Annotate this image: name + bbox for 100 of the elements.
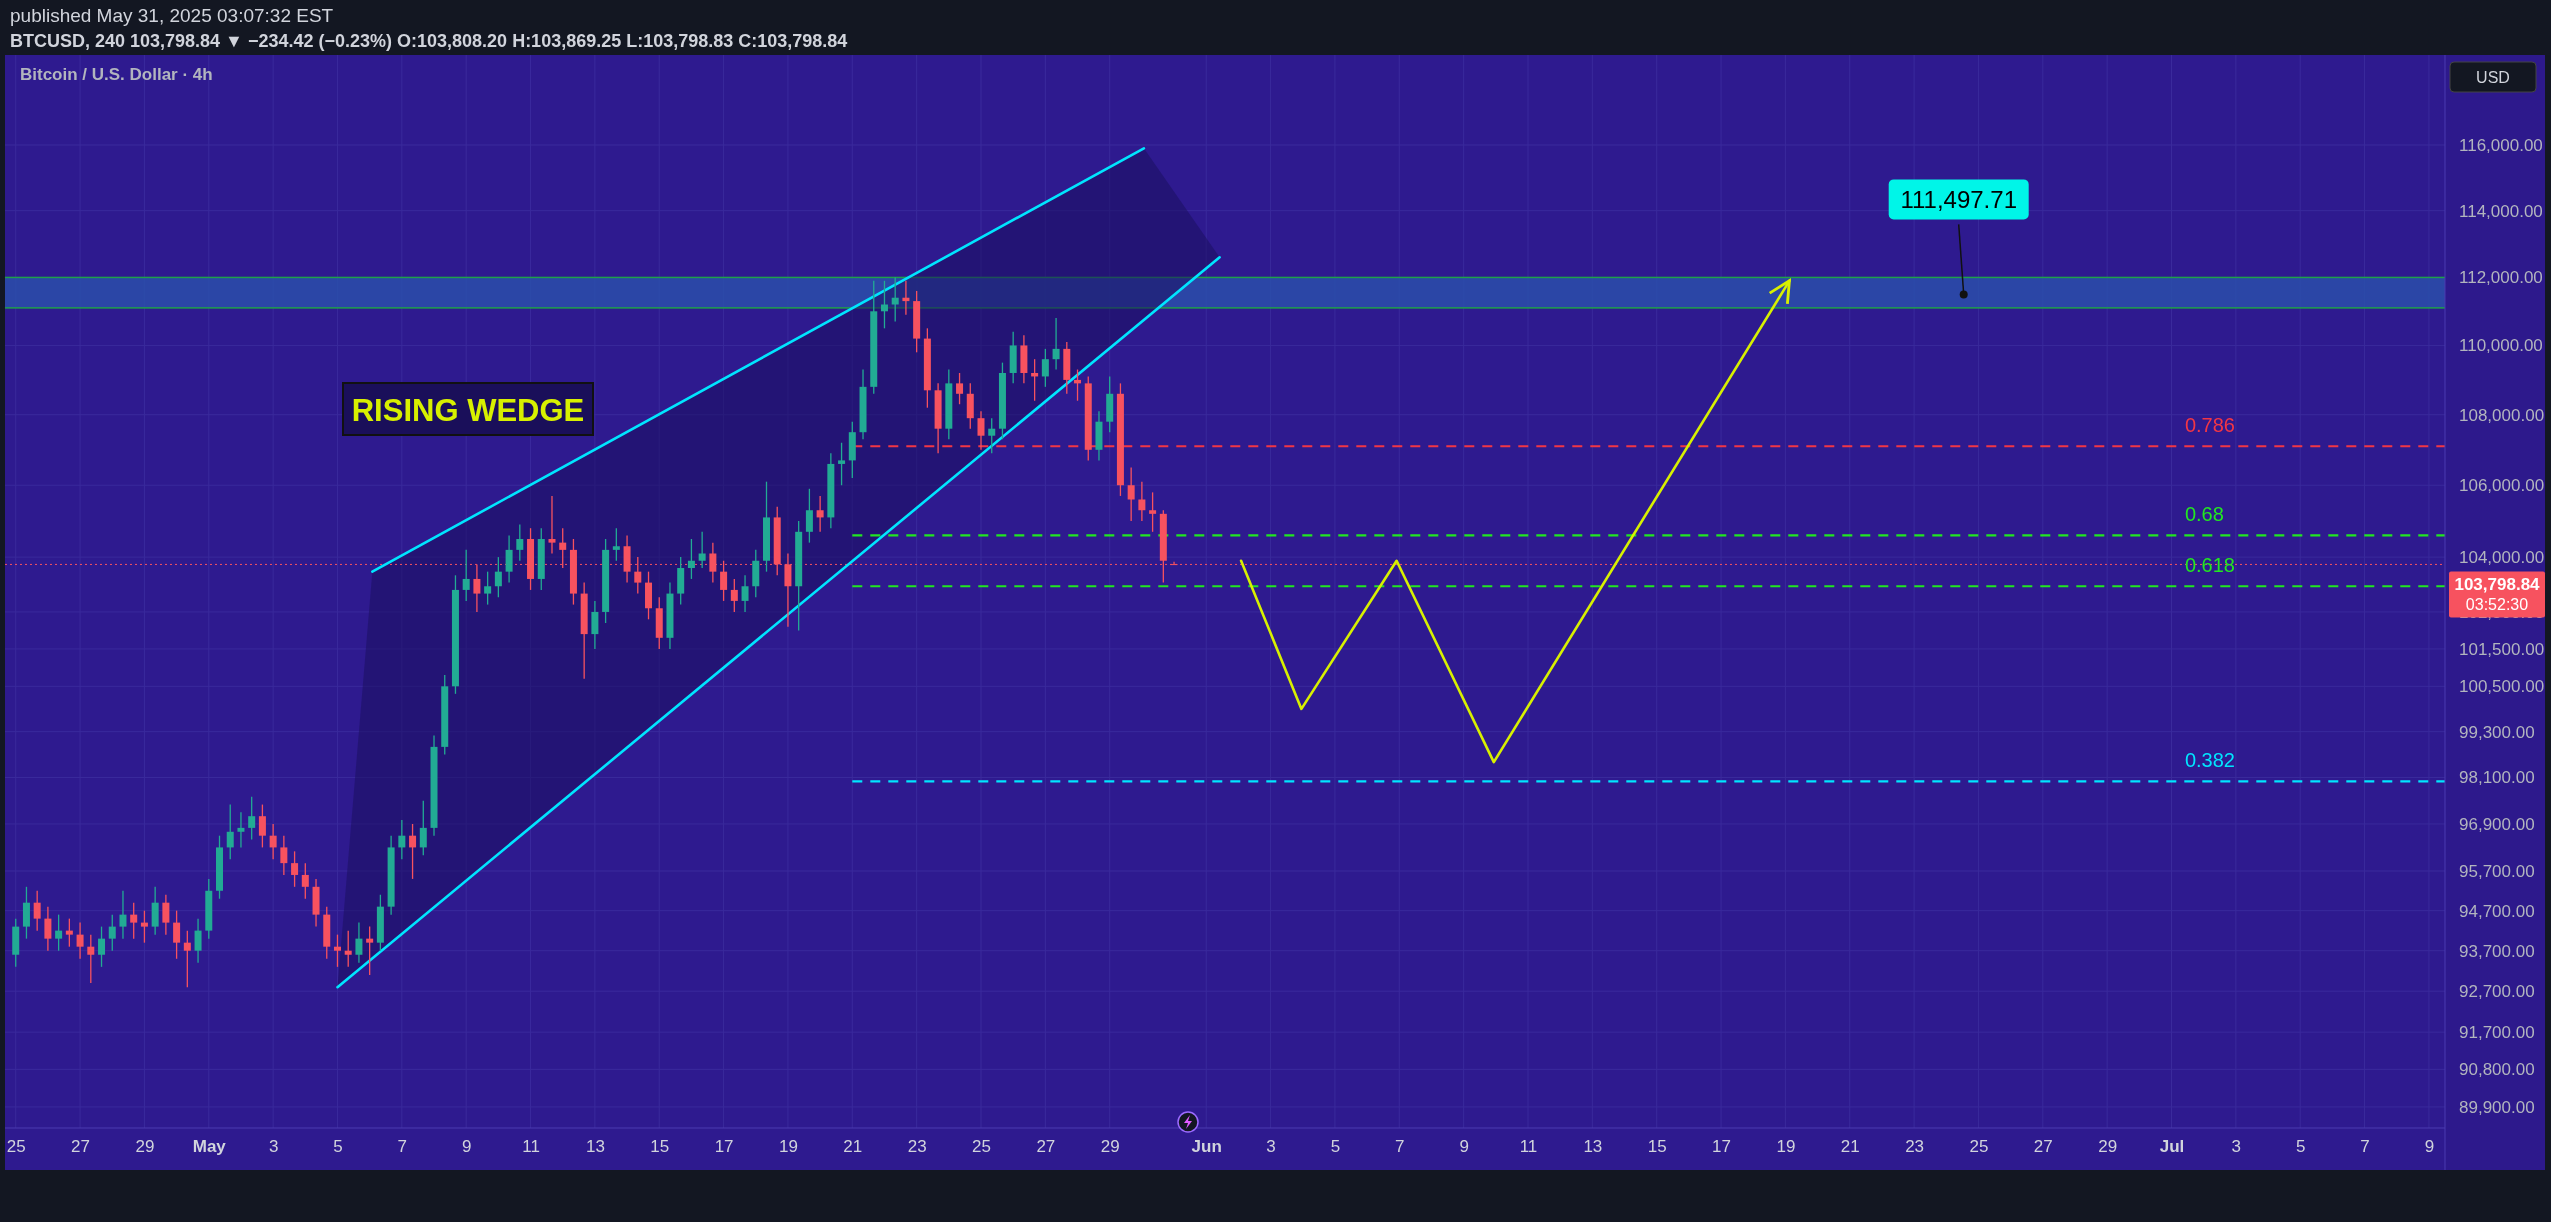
x-tick-label: 3	[1266, 1137, 1276, 1157]
text: USD	[2476, 69, 2510, 86]
x-tick-label: 27	[2033, 1137, 2053, 1157]
candlestick	[194, 917, 202, 964]
candlestick	[98, 925, 106, 968]
candlestick	[130, 902, 138, 940]
x-tick-label: 9	[2424, 1137, 2435, 1157]
x-tick-label: 9	[1459, 1137, 1469, 1157]
candlestick	[494, 556, 502, 598]
candlestick	[409, 823, 417, 880]
x-tick-label: 3	[2231, 1137, 2242, 1157]
candlestick	[55, 913, 63, 952]
candlestick	[838, 442, 846, 486]
candlestick	[880, 280, 888, 329]
candlestick	[741, 574, 749, 613]
x-tick-label: 9	[461, 1137, 472, 1157]
candlestick	[1052, 317, 1060, 371]
candlestick	[183, 929, 191, 988]
x-tick-label: 7	[2360, 1137, 2370, 1157]
candlestick	[956, 372, 964, 405]
y-tick-label: 99,300.00	[2459, 722, 2535, 742]
x-tick-label: 25	[972, 1137, 991, 1157]
y-tick-label: 114,000.00	[2459, 201, 2543, 221]
y-tick-label: 92,700.00	[2459, 982, 2535, 1002]
text: 03:52:30	[2465, 596, 2529, 614]
candlestick	[162, 894, 170, 936]
candlestick	[1127, 466, 1135, 522]
candlestick	[333, 933, 341, 968]
x-tick-label: 23	[907, 1137, 927, 1157]
candlestick	[258, 803, 266, 849]
x-tick-label: May	[192, 1137, 227, 1157]
candlestick	[462, 549, 470, 602]
candlestick	[301, 862, 309, 900]
candlestick	[1041, 348, 1049, 388]
candlestick	[140, 910, 148, 944]
chart-subtitle: published May 31, 2025 03:07:32 EST	[10, 5, 334, 26]
x-tick-label: 25	[6, 1137, 26, 1157]
candlestick	[988, 417, 996, 454]
x-tick-label: 15	[1647, 1137, 1667, 1157]
x-tick-label: 11	[1519, 1137, 1538, 1157]
x-tick-label: 19	[1776, 1137, 1796, 1157]
x-tick-label: 21	[843, 1137, 863, 1157]
candlestick	[151, 886, 159, 936]
candlestick	[484, 571, 492, 606]
candlestick	[1149, 491, 1157, 533]
candlestick	[248, 796, 256, 841]
x-tick-label: Jul	[2159, 1137, 2185, 1157]
candlestick	[612, 527, 620, 562]
candlestick	[119, 890, 127, 940]
x-tick-label: 29	[1100, 1137, 1120, 1157]
y-tick-label: 93,700.00	[2459, 941, 2535, 961]
candlestick	[22, 886, 30, 940]
candlestick	[65, 917, 73, 948]
candlestick	[505, 534, 513, 584]
x-tick-label: 17	[714, 1137, 734, 1157]
x-tick-label: 7	[397, 1137, 408, 1157]
x-tick-label: 5	[2295, 1137, 2306, 1157]
x-tick-label: 13	[1583, 1137, 1603, 1157]
candlestick	[687, 538, 695, 580]
y-tick-label: 96,900.00	[2459, 814, 2535, 834]
ref-line-label: 103,798.84	[2454, 575, 2541, 595]
annotation: 111,497.71	[1900, 186, 2017, 214]
candlestick	[44, 906, 52, 952]
x-tick-label: 25	[1969, 1137, 1989, 1157]
candlestick	[87, 933, 95, 984]
y-tick-label: 98,100.00	[2459, 768, 2535, 788]
y-tick-label: 106,000.00	[2459, 476, 2545, 496]
x-tick-label: 7	[1395, 1137, 1405, 1157]
candlestick	[548, 495, 556, 555]
text: Bitcoin / U.S. Dollar · 4h	[20, 65, 213, 84]
x-tick-label: 27	[1036, 1137, 1056, 1157]
x-tick-label: 29	[2098, 1137, 2118, 1157]
x-tick-label: 19	[778, 1137, 798, 1157]
text: BTCUSD, 240 103,798.84 ▼ −234.42 (−0.23%) O:103,808.20 H:103,869.25 L:103,798.83 C:103,798.84	[10, 31, 848, 51]
annotation: 0.786	[2184, 414, 2235, 437]
x-tick-label: 29	[135, 1137, 155, 1157]
y-tick-label: 110,000.00	[2459, 336, 2543, 356]
candlestick	[108, 913, 116, 952]
x-tick-label: 13	[585, 1137, 605, 1157]
candlestick	[76, 921, 84, 960]
candlestick	[355, 921, 363, 964]
x-tick-label: 23	[1905, 1137, 1925, 1157]
x-tick-label: 5	[333, 1137, 343, 1157]
y-tick-label: 108,000.00	[2459, 405, 2545, 425]
candlestick	[516, 523, 524, 562]
candlestick	[173, 910, 181, 960]
x-tick-label: 17	[1712, 1137, 1731, 1157]
x-tick-label: 27	[71, 1137, 91, 1157]
candlestick	[33, 890, 41, 932]
candlestick	[977, 410, 985, 451]
x-tick-label: 5	[1330, 1137, 1341, 1157]
candlestick	[1138, 481, 1146, 522]
candlestick	[398, 819, 406, 860]
candlestick	[419, 800, 427, 856]
candlestick	[344, 929, 352, 968]
y-tick-label: 91,700.00	[2459, 1023, 2535, 1043]
candlestick	[269, 823, 277, 860]
x-tick-label: 15	[650, 1137, 670, 1157]
candlestick	[366, 925, 374, 976]
y-tick-label: 89,900.00	[2459, 1097, 2535, 1117]
